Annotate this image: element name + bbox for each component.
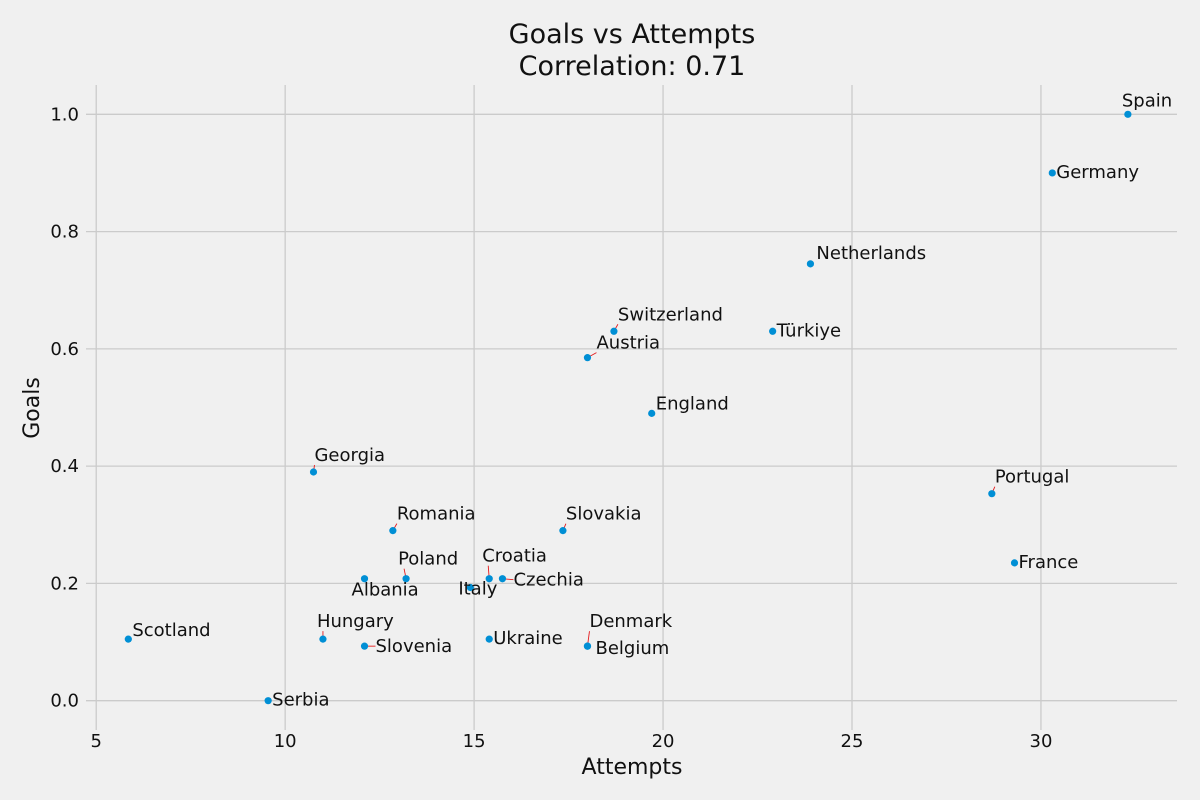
data-point xyxy=(402,575,410,583)
point-label: Ukraine xyxy=(493,628,563,649)
x-tick-label: 15 xyxy=(463,731,486,752)
data-points xyxy=(124,110,1132,705)
y-tick-label: 0.0 xyxy=(50,691,79,712)
data-point xyxy=(610,327,618,335)
chart-title: Goals vs Attempts xyxy=(509,19,756,50)
point-label: Croatia xyxy=(482,546,547,567)
x-tick-label: 10 xyxy=(274,731,297,752)
data-point xyxy=(360,575,369,583)
data-point xyxy=(988,490,996,498)
y-tick-label: 0.6 xyxy=(50,339,79,360)
y-axis-label: Goals xyxy=(20,377,45,439)
data-point xyxy=(648,409,656,417)
data-point xyxy=(360,642,369,650)
data-point xyxy=(583,354,592,362)
data-point xyxy=(309,468,318,476)
chart-subtitle: Correlation: 0.71 xyxy=(519,51,746,82)
point-label: Switzerland xyxy=(618,304,723,325)
point-label: Belgium xyxy=(595,638,669,659)
point-label: Denmark xyxy=(589,611,672,632)
data-point xyxy=(389,527,397,535)
data-point xyxy=(264,697,272,705)
data-point xyxy=(559,527,567,535)
data-point xyxy=(583,642,592,650)
point-label: Georgia xyxy=(314,445,385,466)
y-tick-label: 1.0 xyxy=(50,104,79,125)
point-label: Slovenia xyxy=(376,636,453,657)
data-point xyxy=(498,575,507,583)
tick-labels: 5 10 15 20 25 30 0.0 0.2 0.4 0.6 0.8 1.0 xyxy=(50,104,1052,752)
point-label: Spain xyxy=(1122,90,1172,111)
point-label: Scotland xyxy=(132,620,210,641)
data-point xyxy=(485,575,493,583)
point-label: Türkiye xyxy=(776,320,842,341)
x-tick-label: 20 xyxy=(652,731,675,752)
data-point xyxy=(319,635,327,643)
x-tick-label: 25 xyxy=(841,731,864,752)
point-label: Hungary xyxy=(317,611,394,632)
point-label: Portugal xyxy=(995,467,1070,488)
point-label: Germany xyxy=(1056,162,1139,183)
data-point xyxy=(485,635,493,643)
y-tick-label: 0.4 xyxy=(50,456,79,477)
point-label: Serbia xyxy=(272,690,329,711)
point-labels: Spain Germany Netherlands Switzerland Türkiy… xyxy=(132,90,1172,710)
data-point xyxy=(1124,110,1132,118)
point-label: France xyxy=(1019,552,1079,573)
point-label: Slovakia xyxy=(566,504,642,525)
data-point xyxy=(1010,559,1019,567)
point-label: Poland xyxy=(398,549,458,570)
data-point xyxy=(124,635,132,643)
x-tick-label: 5 xyxy=(90,731,101,752)
point-label: Netherlands xyxy=(816,243,926,264)
point-label: England xyxy=(656,393,729,414)
point-label: Romania xyxy=(397,504,476,525)
data-point xyxy=(1048,169,1056,177)
y-tick-label: 0.2 xyxy=(50,573,79,594)
y-tick-label: 0.8 xyxy=(50,222,79,243)
x-tick-label: 30 xyxy=(1030,731,1053,752)
point-label: Austria xyxy=(596,333,660,354)
data-point xyxy=(466,583,474,592)
x-axis-label: Attempts xyxy=(582,755,683,780)
data-point xyxy=(806,260,815,268)
point-label: Albania xyxy=(352,580,419,601)
data-point xyxy=(769,327,777,335)
point-label: Czechia xyxy=(513,570,583,591)
point-label: Italy xyxy=(458,579,497,600)
